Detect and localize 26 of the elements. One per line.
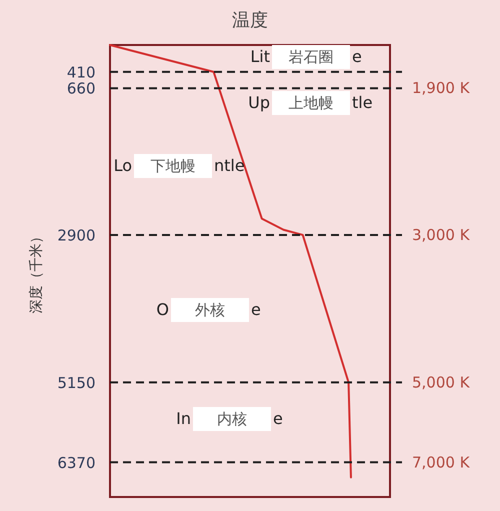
y-tick-label: 2900 bbox=[57, 226, 96, 244]
y-tick-label: 410 bbox=[66, 63, 96, 82]
annotation: ntle bbox=[214, 156, 245, 175]
annotation: 内核 bbox=[217, 410, 247, 428]
ref-line-label: 5,000 K bbox=[412, 373, 471, 392]
annotation: 下地幔 bbox=[150, 157, 196, 175]
y-axis-title: 深度（千米） bbox=[28, 230, 44, 314]
text: tle bbox=[352, 93, 373, 112]
chart-title: 温度 bbox=[232, 10, 268, 31]
ref-line-label: 7,000 K bbox=[412, 453, 471, 472]
text: e bbox=[352, 47, 362, 66]
annotation: Lo bbox=[114, 156, 132, 175]
annotation: Up bbox=[248, 93, 270, 112]
annotation: 上地幔 bbox=[288, 94, 334, 112]
y-tick-label: 660 bbox=[66, 80, 96, 98]
annotation: e bbox=[251, 300, 261, 319]
y-tick-label: 5150 bbox=[57, 374, 96, 392]
ref-line-label: 3,000 K bbox=[412, 226, 471, 244]
annotation: 外核 bbox=[195, 301, 225, 319]
annotation: In bbox=[176, 409, 191, 428]
y-tick-label: 6370 bbox=[57, 454, 96, 472]
annotation: 岩石圈 bbox=[288, 48, 334, 66]
ref-line-label: 1,900 K bbox=[412, 79, 471, 98]
annotation: Lit bbox=[250, 47, 270, 66]
annotation: O bbox=[156, 300, 169, 319]
annotation: e bbox=[273, 409, 283, 428]
